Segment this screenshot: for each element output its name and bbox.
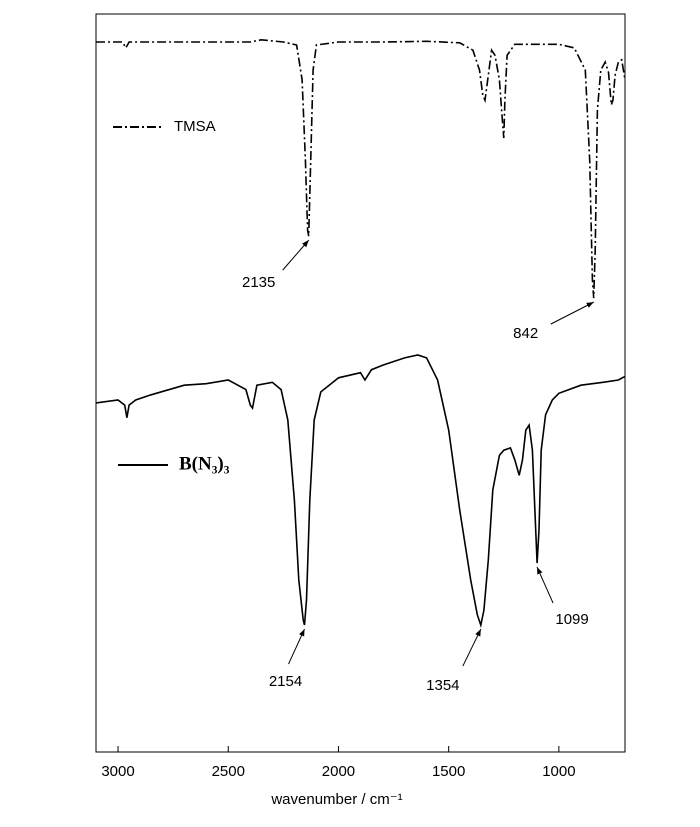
spectrum-line xyxy=(95,354,626,629)
annotation-label: 842 xyxy=(513,325,538,342)
x-axis-label: wavenumber / cm⁻¹ xyxy=(270,791,402,808)
x-tick-label: 2500 xyxy=(212,763,245,780)
legend-label: B(N₃)₃ xyxy=(179,453,230,474)
spectrum-line xyxy=(96,38,626,299)
annotation-label: 2154 xyxy=(269,673,302,690)
annotation-arrow xyxy=(282,239,310,271)
annotation-label: 1354 xyxy=(426,677,459,694)
annotation-arrow xyxy=(462,628,482,667)
annotation-arrow xyxy=(550,301,594,325)
x-tick-label: 1500 xyxy=(432,763,465,780)
annotation-label: 1099 xyxy=(555,611,588,628)
x-tick-label: 3000 xyxy=(101,763,134,780)
legend-label: TMSA xyxy=(174,118,216,135)
x-tick-label: 2000 xyxy=(322,763,355,780)
x-tick-label: 1000 xyxy=(542,763,575,780)
annotation-arrow xyxy=(288,628,305,665)
annotation-label: 2135 xyxy=(242,274,275,291)
annotation-arrow xyxy=(536,566,554,604)
plot-frame xyxy=(95,13,626,753)
